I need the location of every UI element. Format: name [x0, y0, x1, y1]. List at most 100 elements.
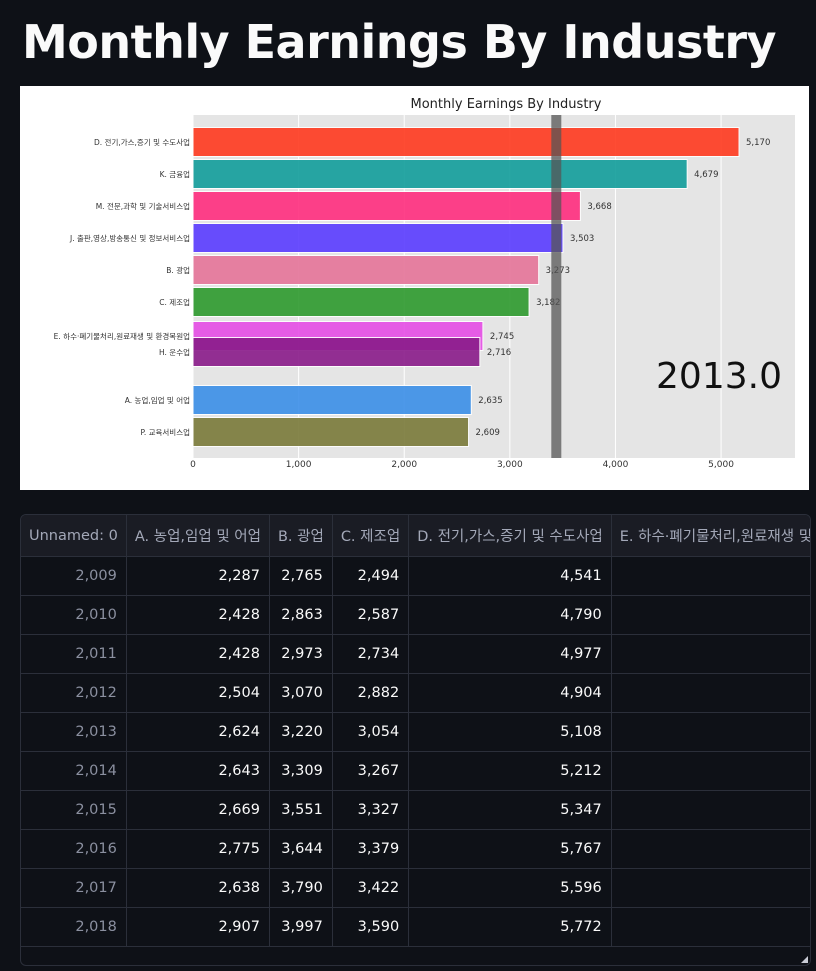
table-cell[interactable]: 2,643 — [126, 751, 270, 791]
category-label: A. 농업,임업 및 어업 — [125, 395, 190, 405]
column-header[interactable]: D. 전기,가스,증기 및 수도사업 — [408, 515, 612, 557]
table-cell[interactable] — [611, 751, 810, 791]
bar-value-label: 3,503 — [570, 234, 594, 244]
table-cell[interactable]: 5,108 — [408, 712, 612, 752]
bar[interactable] — [192, 417, 470, 447]
table-cell[interactable]: 3,551 — [269, 790, 333, 830]
table-cell[interactable] — [611, 634, 810, 674]
table-cell[interactable] — [611, 868, 810, 908]
bar[interactable] — [192, 337, 481, 367]
category-label: P. 교육서비스업 — [140, 428, 190, 437]
table-cell[interactable]: 2,287 — [126, 556, 270, 596]
table-cell[interactable]: 2,973 — [269, 634, 333, 674]
chart-title: Monthly Earnings By Industry — [411, 97, 602, 112]
bar[interactable] — [192, 287, 530, 317]
column-header[interactable]: C. 제조업 — [332, 515, 410, 557]
row-index-cell[interactable]: 2,017 — [21, 868, 127, 908]
bar-value-label: 4,679 — [694, 170, 718, 180]
table-cell[interactable]: 2,863 — [269, 595, 333, 635]
table-cell[interactable]: 2,428 — [126, 634, 270, 674]
row-index-cell[interactable]: 2,013 — [21, 712, 127, 752]
table-cell[interactable]: 3,790 — [269, 868, 333, 908]
table-cell[interactable] — [611, 790, 810, 830]
table-row[interactable]: 2,016 2,775 3,644 3,379 5,767 — [21, 829, 810, 869]
table-row[interactable]: 2,010 2,428 2,863 2,587 4,790 — [21, 595, 810, 635]
table-cell[interactable]: 3,327 — [332, 790, 410, 830]
table-cell[interactable]: 3,309 — [269, 751, 333, 791]
table-cell[interactable]: 2,494 — [332, 556, 410, 596]
column-header[interactable]: B. 광업 — [269, 515, 333, 557]
row-index-cell[interactable]: 2,016 — [21, 829, 127, 869]
table-row[interactable]: 2,014 2,643 3,309 3,267 5,212 — [21, 751, 810, 791]
table-cell[interactable]: 2,734 — [332, 634, 410, 674]
table-cell[interactable]: 4,904 — [408, 673, 612, 713]
category-label: D. 전기,가스,증기 및 수도사업 — [94, 137, 190, 147]
table-cell[interactable] — [611, 556, 810, 596]
row-index-cell[interactable]: 2,015 — [21, 790, 127, 830]
table-cell[interactable]: 4,790 — [408, 595, 612, 635]
table-cell[interactable]: 5,772 — [408, 907, 612, 947]
bar[interactable] — [192, 159, 688, 189]
x-tick-label: 1,000 — [286, 460, 312, 470]
bar-value-label: 3,668 — [587, 202, 611, 212]
table-cell[interactable] — [611, 907, 810, 947]
table-cell[interactable]: 2,428 — [126, 595, 270, 635]
table-row[interactable]: 2,009 2,287 2,765 2,494 4,541 — [21, 556, 810, 596]
bar-value-label: 3,182 — [536, 298, 560, 308]
table-cell[interactable]: 3,267 — [332, 751, 410, 791]
row-index-cell[interactable]: 2,014 — [21, 751, 127, 791]
table-row[interactable]: 2,018 2,907 3,997 3,590 5,772 — [21, 907, 810, 947]
row-index-cell[interactable]: 2,011 — [21, 634, 127, 674]
category-label: B. 광업 — [166, 265, 190, 275]
table-cell[interactable]: 3,220 — [269, 712, 333, 752]
table-cell[interactable]: 5,596 — [408, 868, 612, 908]
table-cell[interactable]: 5,347 — [408, 790, 612, 830]
table-cell[interactable]: 2,624 — [126, 712, 270, 752]
row-index-cell[interactable]: 2,012 — [21, 673, 127, 713]
table-cell[interactable]: 4,977 — [408, 634, 612, 674]
bar-chart-race: 0 1,000 2,000 3,000 4,000 5,000 Monthly Earnin… — [20, 86, 809, 490]
table-row[interactable]: 2,017 2,638 3,790 3,422 5,596 — [21, 868, 810, 908]
table-row[interactable]: 2,015 2,669 3,551 3,327 5,347 — [21, 790, 810, 830]
table-cell[interactable]: 3,054 — [332, 712, 410, 752]
bar[interactable] — [192, 223, 564, 253]
table-cell[interactable]: 4,541 — [408, 556, 612, 596]
table-cell[interactable]: 3,590 — [332, 907, 410, 947]
table-row[interactable]: 2,011 2,428 2,973 2,734 4,977 — [21, 634, 810, 674]
table-cell[interactable]: 2,669 — [126, 790, 270, 830]
table-cell[interactable]: 5,212 — [408, 751, 612, 791]
category-label: M. 전문,과학 및 기술서비스업 — [96, 201, 190, 211]
table-cell[interactable]: 3,379 — [332, 829, 410, 869]
bar[interactable] — [192, 127, 740, 157]
table-cell[interactable] — [611, 595, 810, 635]
table-cell[interactable]: 3,070 — [269, 673, 333, 713]
data-table[interactable]: Unnamed: 0 A. 농업,임업 및 어업 B. 광업 C. 제조업 D. 전기,… — [20, 514, 811, 966]
table-cell[interactable] — [611, 829, 810, 869]
table-cell[interactable]: 5,767 — [408, 829, 612, 869]
table-cell[interactable]: 2,638 — [126, 868, 270, 908]
table-row[interactable]: 2,012 2,504 3,070 2,882 4,904 — [21, 673, 810, 713]
table-cell[interactable]: 3,997 — [269, 907, 333, 947]
table-cell[interactable] — [611, 673, 810, 713]
column-header[interactable]: E. 하수·폐기물처리,원료재생 및 환경복원업 — [611, 515, 810, 557]
row-index-cell[interactable]: 2,010 — [21, 595, 127, 635]
row-index-cell[interactable]: 2,018 — [21, 907, 127, 947]
table-cell[interactable]: 2,587 — [332, 595, 410, 635]
table-cell[interactable]: 2,765 — [269, 556, 333, 596]
bar[interactable] — [192, 385, 472, 415]
bar[interactable] — [192, 191, 581, 221]
bar[interactable] — [192, 255, 540, 285]
table-row[interactable]: 2,013 2,624 3,220 3,054 5,108 — [21, 712, 810, 752]
table-cell[interactable]: 2,775 — [126, 829, 270, 869]
column-header[interactable]: Unnamed: 0 — [21, 515, 127, 557]
x-tick-label: 5,000 — [708, 460, 734, 470]
table-cell[interactable]: 2,882 — [332, 673, 410, 713]
column-header[interactable]: A. 농업,임업 및 어업 — [126, 515, 270, 557]
table-cell[interactable] — [611, 712, 810, 752]
resize-handle[interactable] — [801, 956, 808, 963]
table-cell[interactable]: 2,907 — [126, 907, 270, 947]
table-cell[interactable]: 2,504 — [126, 673, 270, 713]
table-cell[interactable]: 3,422 — [332, 868, 410, 908]
table-cell[interactable]: 3,644 — [269, 829, 333, 869]
row-index-cell[interactable]: 2,009 — [21, 556, 127, 596]
